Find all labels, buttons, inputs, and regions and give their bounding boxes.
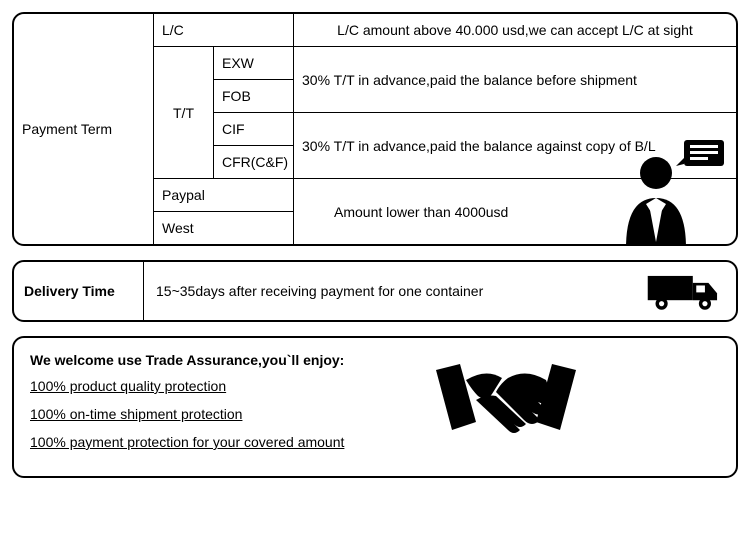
method-west: West bbox=[154, 212, 294, 244]
payment-term-panel: Payment Term L/C L/C amount above 40.000… bbox=[12, 12, 738, 246]
method-tt: T/T bbox=[154, 47, 214, 179]
method-paypal: Paypal bbox=[154, 179, 294, 212]
delivery-text: 15~35days after receiving payment for on… bbox=[144, 283, 646, 299]
pw-desc-text: Amount lower than 4000usd bbox=[334, 204, 508, 220]
assurance-heading: We welcome use Trade Assurance,you`ll en… bbox=[30, 352, 720, 368]
tt-sub-exw: EXW bbox=[214, 47, 294, 80]
assurance-line-3: 100% payment protection for your covered… bbox=[30, 434, 720, 450]
delivery-label: Delivery Time bbox=[14, 262, 144, 320]
paypal-west-description: Amount lower than 4000usd bbox=[294, 179, 736, 244]
tt-sub-cfr: CFR(C&F) bbox=[214, 146, 294, 179]
tt-description-1: 30% T/T in advance,paid the balance befo… bbox=[294, 47, 736, 113]
assurance-line-1: 100% product quality protection bbox=[30, 378, 720, 394]
lc-description: L/C amount above 40.000 usd,we can accep… bbox=[294, 14, 736, 47]
businessman-icon bbox=[606, 138, 726, 244]
handshake-icon bbox=[436, 350, 576, 450]
assurance-line-2: 100% on-time shipment protection bbox=[30, 406, 720, 422]
tt-sub-fob: FOB bbox=[214, 80, 294, 113]
method-lc: L/C bbox=[154, 14, 294, 47]
payment-table: Payment Term L/C L/C amount above 40.000… bbox=[14, 14, 736, 244]
payment-term-label: Payment Term bbox=[14, 14, 154, 244]
delivery-panel: Delivery Time 15~35days after receiving … bbox=[12, 260, 738, 322]
truck-icon bbox=[646, 269, 736, 312]
assurance-panel: We welcome use Trade Assurance,you`ll en… bbox=[12, 336, 738, 478]
tt-description-2-text: 30% T/T in advance,paid the balance agai… bbox=[302, 138, 656, 154]
tt-sub-cif: CIF bbox=[214, 113, 294, 146]
